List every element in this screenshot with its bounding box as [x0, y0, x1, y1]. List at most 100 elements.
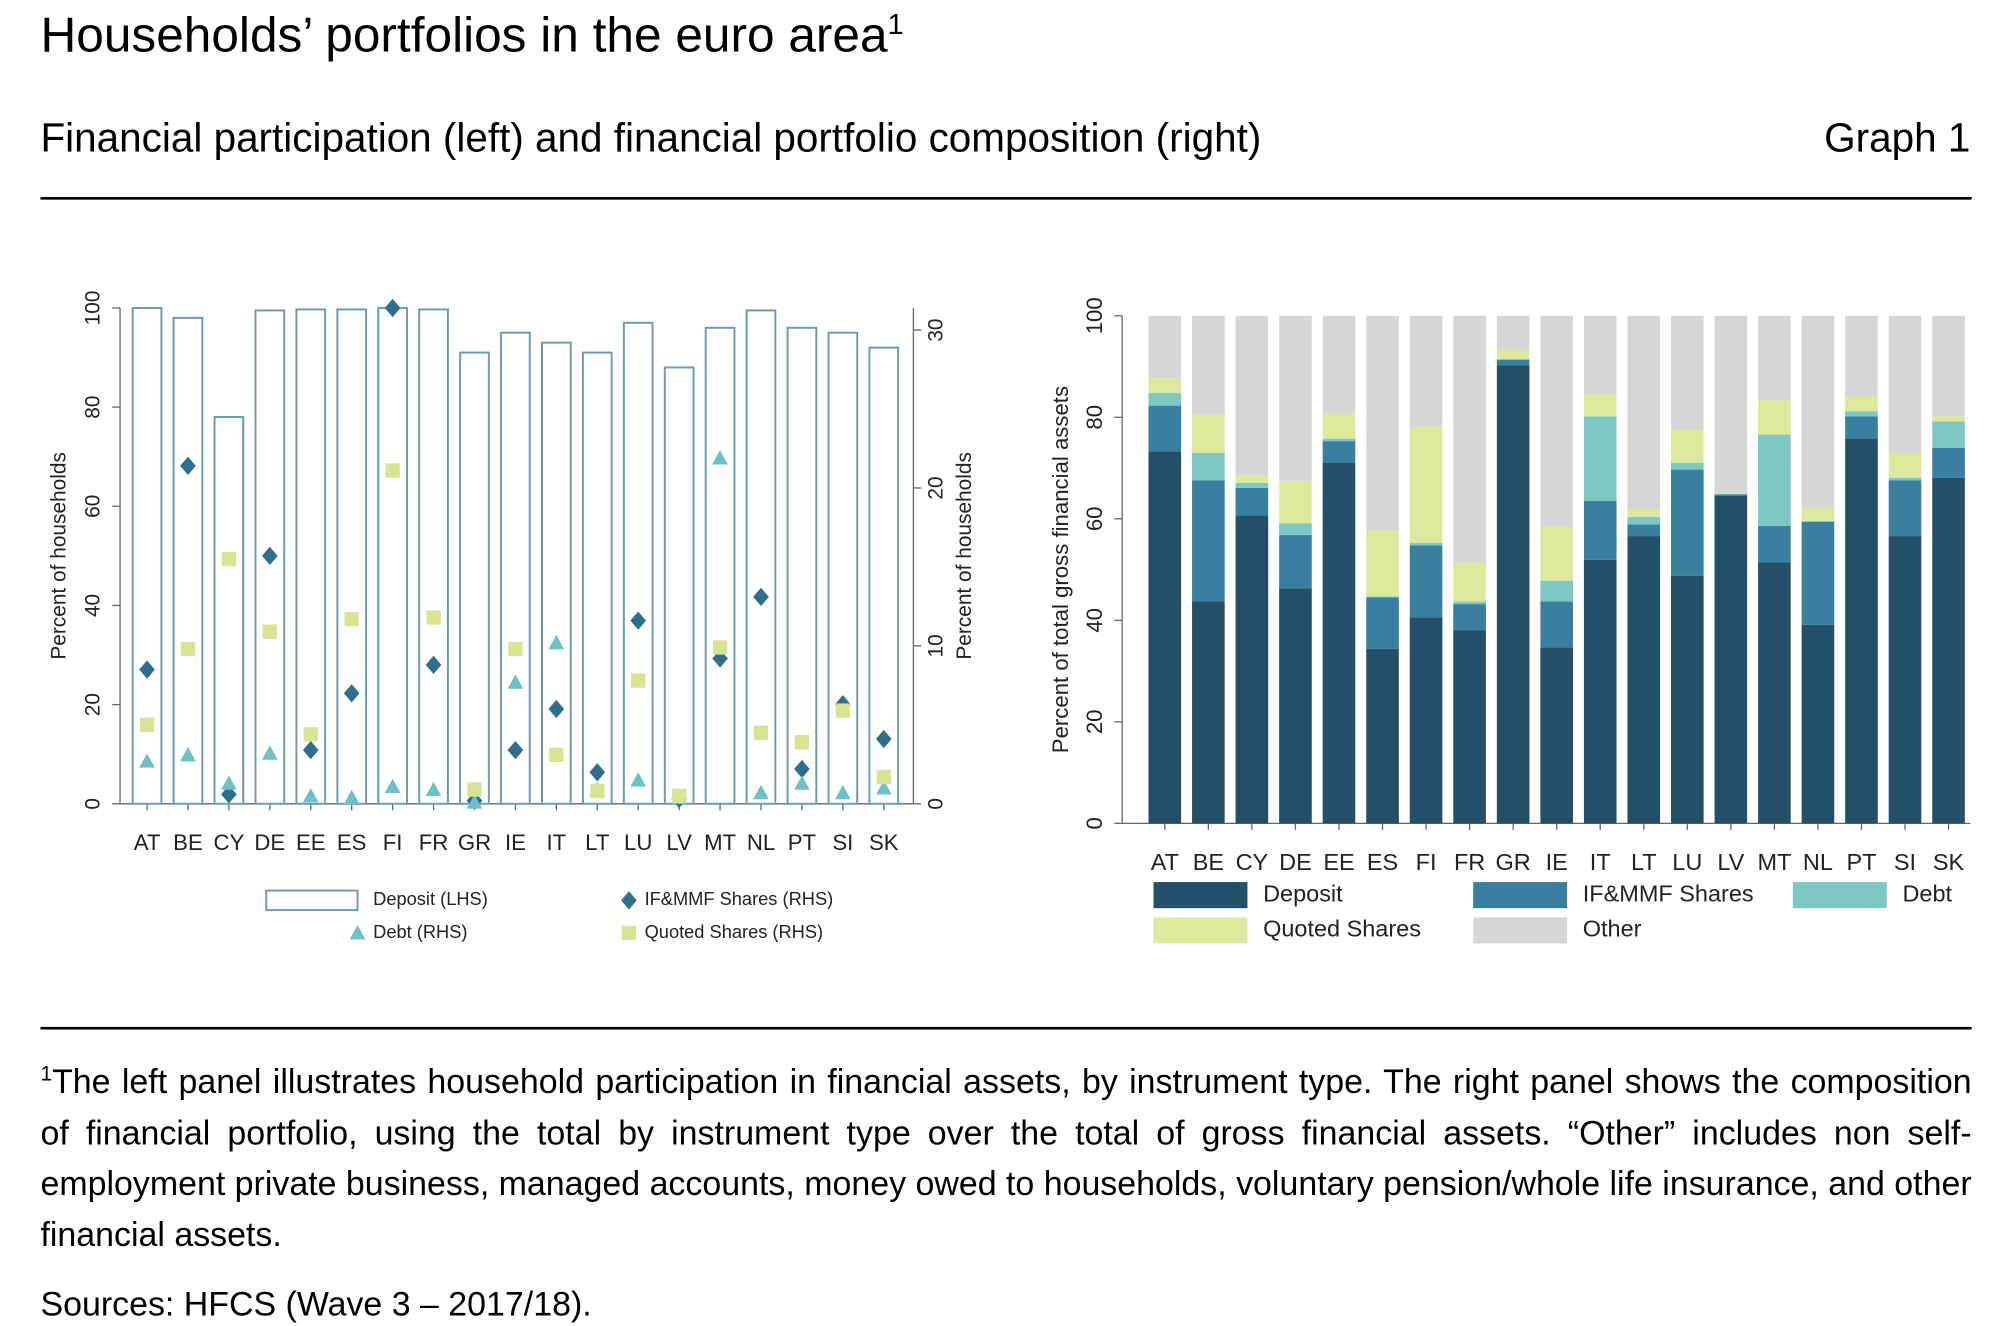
- footnote-text: The left panel illustrates household par…: [40, 1061, 1972, 1254]
- legend-label: Quoted Shares: [1263, 916, 1421, 942]
- point: [262, 745, 278, 760]
- bar-segment: [1322, 438, 1356, 442]
- bar-segment: [1758, 562, 1791, 824]
- y-tick-label: 100: [81, 291, 104, 326]
- bar-segment: [1583, 393, 1617, 417]
- bar: [459, 351, 490, 805]
- x-tick-label: IT: [1590, 849, 1611, 875]
- legend-label: IF&MMF Shares (RHS): [645, 888, 834, 909]
- bar: [704, 326, 736, 805]
- bar-segment: [1409, 315, 1443, 427]
- bar-segment: [1627, 536, 1661, 824]
- point: [712, 640, 728, 655]
- bar-segment: [1409, 545, 1443, 618]
- x-tick-label: SI: [832, 830, 853, 855]
- bar-segment: [1148, 405, 1182, 452]
- legend-swatch: [1473, 882, 1568, 909]
- title-note: 1: [887, 7, 904, 41]
- bar-segment: [1627, 516, 1661, 525]
- point: [875, 729, 892, 749]
- x-tick-label: LV: [666, 830, 692, 855]
- point: [589, 763, 606, 782]
- point: [753, 784, 769, 800]
- bar-segment: [1583, 559, 1617, 824]
- bar-segment: [1583, 315, 1617, 394]
- y-tick-label: 20: [81, 693, 104, 716]
- bar: [377, 306, 408, 805]
- bar-segment: [1888, 536, 1922, 824]
- bar-segment: [1670, 429, 1704, 463]
- point: [507, 674, 524, 689]
- bar-segment: [1192, 480, 1225, 602]
- x-tick-label: DE: [1279, 849, 1312, 875]
- bar-segment: [1235, 315, 1269, 476]
- x-tick-label: DE: [254, 830, 285, 855]
- bar-segment: [1932, 477, 1965, 824]
- bar-segment: [1148, 315, 1182, 379]
- bar-segment: [1758, 315, 1791, 401]
- bar-segment: [1279, 481, 1312, 524]
- legend-label: Quoted Shares (RHS): [645, 921, 824, 942]
- bar-segment: [1366, 315, 1399, 530]
- bar-segment: [1714, 315, 1748, 494]
- x-tick-label: PT: [788, 830, 817, 855]
- y2-tick-label: 0: [924, 798, 947, 810]
- bar-segment: [1148, 378, 1182, 393]
- x-tick-label: BE: [1193, 849, 1224, 875]
- x-tick-label: MT: [1757, 849, 1791, 875]
- bar-segment: [1192, 452, 1225, 481]
- bar: [213, 416, 245, 805]
- bar: [786, 326, 818, 805]
- y2-tick-label: 20: [924, 476, 947, 499]
- legend-label: Debt (RHS): [373, 921, 467, 942]
- bar-segment: [1583, 501, 1617, 560]
- bar-segment: [1932, 315, 1965, 417]
- x-tick-label: FI: [1416, 849, 1437, 875]
- rule: [40, 197, 1972, 200]
- point: [753, 725, 769, 740]
- bar-segment: [1279, 535, 1312, 589]
- bar: [418, 308, 449, 805]
- bar-segment: [1670, 315, 1704, 430]
- legend-swatch: [1153, 882, 1248, 909]
- bar-segment: [1366, 597, 1399, 649]
- y-axis-label: Percent of households: [48, 452, 71, 660]
- bar-segment: [1496, 365, 1530, 824]
- x-tick-label: IT: [546, 830, 566, 855]
- bar: [295, 308, 327, 805]
- y2-tick-label: 30: [924, 318, 947, 341]
- point: [384, 298, 401, 318]
- bar: [663, 366, 695, 805]
- bar-segment: [1627, 524, 1661, 537]
- bar-segment: [1888, 315, 1922, 453]
- bar-segment: [1845, 315, 1878, 397]
- x-tick-label: ES: [337, 830, 367, 855]
- x-tick-label: LT: [585, 830, 610, 855]
- bar-segment: [1192, 601, 1225, 824]
- x-tick-label: FI: [383, 830, 403, 855]
- bar-segment: [1322, 315, 1356, 414]
- x-tick-label: EE: [296, 830, 326, 855]
- bar-segment: [1409, 426, 1443, 543]
- bar: [868, 346, 900, 805]
- x-tick-label: AT: [1151, 849, 1179, 875]
- bar-segment: [1496, 315, 1530, 350]
- point: [466, 794, 483, 809]
- point: [221, 551, 237, 567]
- bar-segment: [1540, 647, 1573, 824]
- point: [139, 753, 155, 768]
- y-tick-label: 40: [1082, 608, 1107, 633]
- point: [794, 775, 810, 790]
- bar-segment: [1235, 515, 1269, 824]
- y-tick-label: 60: [1082, 506, 1107, 531]
- point: [344, 611, 359, 627]
- x-tick-label: ES: [1367, 849, 1398, 875]
- bar-segment: [1670, 575, 1704, 824]
- point: [508, 641, 523, 657]
- point: [794, 735, 810, 750]
- bar-segment: [1932, 447, 1965, 478]
- point: [303, 727, 318, 742]
- bar-segment: [1279, 315, 1312, 482]
- bar-segment: [1845, 438, 1878, 824]
